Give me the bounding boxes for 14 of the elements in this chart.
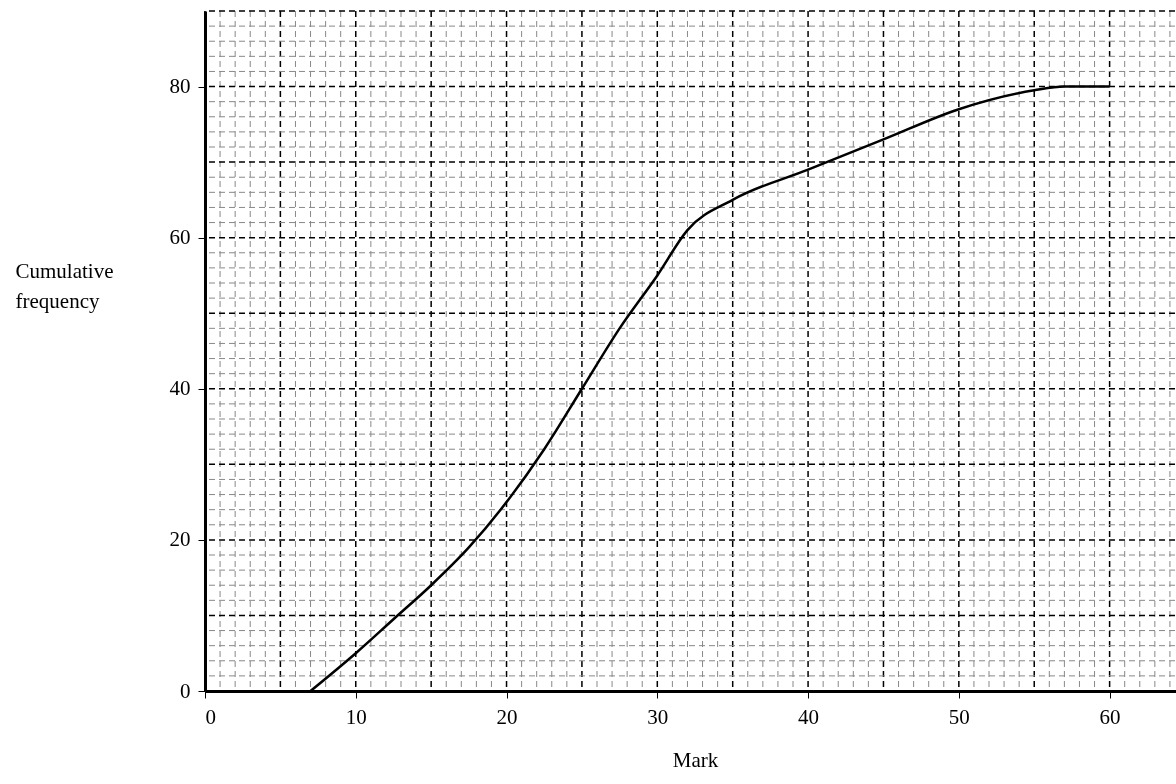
y-tick-label: 80: [169, 74, 191, 99]
x-tick-label: 60: [1099, 704, 1121, 729]
x-axis-title: Mark: [672, 747, 719, 772]
x-tick-label: 20: [496, 704, 518, 729]
x-tick-label: 0: [205, 704, 216, 729]
x-tick-label: 10: [345, 704, 367, 729]
y-tick-label: 20: [169, 527, 191, 552]
x-tick-label: 30: [647, 704, 669, 729]
x-tick-label: 50: [948, 704, 970, 729]
y-axis-title: Cumulative frequency: [15, 258, 114, 313]
x-tick-label: 40: [798, 704, 820, 729]
y-tick-label: 0: [180, 678, 191, 703]
y-tick-label: 40: [169, 376, 191, 401]
y-tick-label: 60: [169, 225, 191, 250]
